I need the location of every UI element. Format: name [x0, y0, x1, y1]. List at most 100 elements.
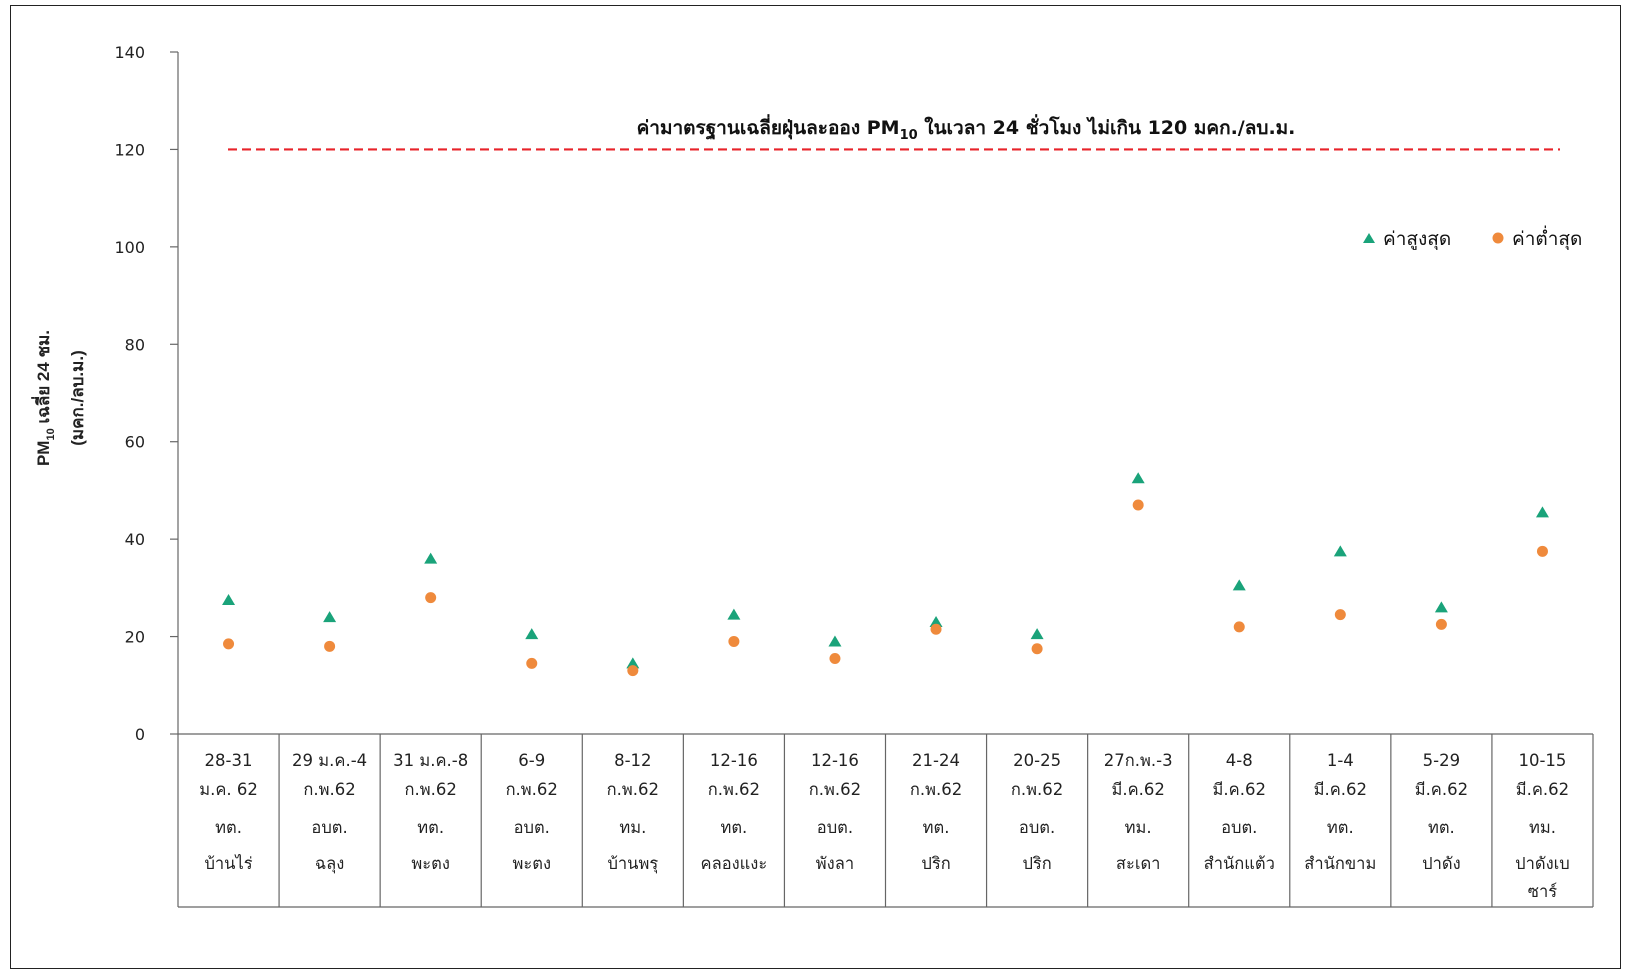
- min-point: [425, 592, 437, 604]
- x-category-label: 12-16: [710, 751, 758, 770]
- min-point: [829, 652, 841, 664]
- max-point: [727, 608, 741, 620]
- x-category-label: ก.พ.62: [607, 780, 659, 799]
- legend-label-max: ค่าสูงสุด: [1383, 228, 1451, 251]
- x-category-label: มี.ค.62: [1314, 780, 1367, 799]
- x-category-label: พะตง: [411, 854, 450, 873]
- x-category-label: สะเดา: [1116, 854, 1161, 873]
- min-point: [1132, 499, 1144, 511]
- plot-area: 0 20 40 60 80 100 120 140 28-31 ม.ค. 62 ทต. บ้านไร่…: [114, 43, 1594, 908]
- x-category-label: 12-16: [811, 751, 859, 770]
- min-point: [728, 635, 740, 647]
- y-tick-label: 40: [125, 530, 145, 549]
- x-category-label: ปริก: [1022, 854, 1051, 873]
- x-category-label: ก.พ.62: [910, 780, 962, 799]
- min-point: [324, 640, 336, 652]
- max-point: [424, 552, 438, 564]
- legend-label-min: ค่าต่ำสุด: [1512, 225, 1582, 251]
- y-tick-label: 60: [125, 433, 145, 452]
- x-category-label: ทต.: [720, 818, 747, 837]
- x-category-label: มี.ค.62: [1516, 780, 1569, 799]
- x-category-label: อบต.: [514, 818, 550, 837]
- x-category-label: 27ก.พ.-3: [1104, 751, 1173, 770]
- x-category-label: 20-25: [1013, 751, 1061, 770]
- x-category-label: ทม.: [1529, 818, 1556, 837]
- x-category-label: ก.พ.62: [404, 780, 456, 799]
- y-axis-label: PM10 เฉลี่ย 24 ชม. (มคก./ลบ.ม.): [31, 330, 87, 466]
- x-category-label: ซาร์: [1528, 882, 1557, 901]
- max-point: [626, 657, 640, 669]
- x-category-label: 5-29: [1423, 751, 1460, 770]
- y-tick-label: 120: [114, 140, 145, 159]
- x-category-label: บ้านไร่: [204, 854, 252, 873]
- legend-marker-max: [1363, 233, 1375, 243]
- x-category-label: ก.พ.62: [506, 780, 558, 799]
- x-category-label: ทม.: [1125, 818, 1152, 837]
- x-category-label: ฉลุง: [315, 854, 344, 874]
- min-point: [1233, 621, 1245, 633]
- min-point: [1536, 545, 1548, 557]
- y-tick-label: 80: [125, 335, 145, 354]
- x-category-label: พะตง: [512, 854, 551, 873]
- x-category-label: ทต.: [1327, 818, 1354, 837]
- x-category-label: สำนักแต้ว: [1204, 854, 1275, 873]
- max-point: [222, 594, 236, 606]
- legend: ค่าสูงสุด ค่าต่ำสุด: [1363, 225, 1582, 251]
- x-category-label: สำนักขาม: [1304, 854, 1376, 873]
- min-point: [1031, 643, 1043, 655]
- x-category-label: 29 ม.ค.-4: [292, 751, 367, 770]
- y-axis-label-line2: (มคก./ลบ.ม.): [68, 350, 87, 446]
- x-category-label: ก.พ.62: [708, 780, 760, 799]
- min-point: [627, 665, 639, 677]
- max-point: [1434, 601, 1448, 613]
- legend-marker-min: [1492, 232, 1504, 244]
- x-category-label: บ้านพรุ: [607, 854, 658, 874]
- x-category-label: ก.พ.62: [809, 780, 861, 799]
- max-point: [929, 615, 943, 627]
- x-category-label: ปริก: [921, 854, 950, 873]
- x-category-label: ทต.: [1428, 818, 1455, 837]
- y-tick-label: 20: [125, 628, 145, 647]
- min-point: [223, 638, 235, 650]
- x-category-label: ทต.: [923, 818, 950, 837]
- x-category-label: 1-4: [1327, 751, 1354, 770]
- max-point: [1232, 579, 1246, 591]
- max-point: [828, 635, 842, 647]
- y-tick-label: 100: [114, 238, 145, 257]
- x-category-label: ทต.: [215, 818, 242, 837]
- x-category-label: ม.ค. 62: [199, 780, 258, 799]
- x-category-label: อบต.: [817, 818, 853, 837]
- standard-label: ค่ามาตรฐานเฉลี่ยฝุ่นละออง PM10 ในเวลา 24…: [637, 114, 1296, 143]
- y-tick-label: 0: [135, 725, 145, 744]
- x-category-label: อบต.: [1019, 818, 1055, 837]
- x-category-label: 8-12: [614, 751, 651, 770]
- x-category-label: ทต.: [417, 818, 444, 837]
- x-category-label: ปาดัง: [1422, 854, 1461, 873]
- x-category-label: 28-31: [205, 751, 253, 770]
- x-category-label: คลองแงะ: [701, 854, 768, 873]
- x-category-label: ก.พ.62: [303, 780, 355, 799]
- min-point: [1435, 618, 1447, 630]
- x-category-label: อบต.: [311, 818, 347, 837]
- max-point: [1030, 628, 1044, 640]
- max-point: [525, 628, 539, 640]
- max-point: [1535, 506, 1549, 518]
- chart-frame: [10, 5, 1621, 969]
- x-category-label: ก.พ.62: [1011, 780, 1063, 799]
- max-point: [323, 611, 337, 623]
- x-category-label: มี.ค.62: [1111, 780, 1164, 799]
- min-point: [1334, 609, 1346, 621]
- x-category-label: พังลา: [816, 854, 854, 873]
- x-category-label: มี.ค.62: [1415, 780, 1468, 799]
- x-category-label: มี.ค.62: [1213, 780, 1266, 799]
- x-category-label: อบต.: [1221, 818, 1257, 837]
- x-category-label: 4-8: [1226, 751, 1253, 770]
- y-axis-label-line1: PM10 เฉลี่ย 24 ชม.: [31, 330, 57, 466]
- y-tick-label: 140: [114, 43, 145, 62]
- x-category-label: 10-15: [1518, 751, 1566, 770]
- x-category-label: ปาดังเบ: [1515, 854, 1570, 873]
- x-category-label: 21-24: [912, 751, 960, 770]
- x-category-label: 6-9: [518, 751, 545, 770]
- min-point: [930, 623, 942, 635]
